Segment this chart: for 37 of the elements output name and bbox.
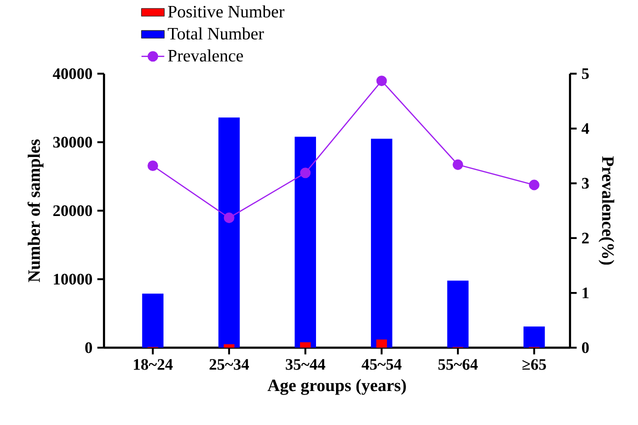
x-tick-label: 35~44 (286, 359, 326, 370)
bar (218, 118, 240, 348)
x-tick-label: 55~64 (438, 359, 478, 370)
bar (142, 294, 164, 348)
y2-tick-label: 4 (582, 123, 590, 134)
point (376, 76, 387, 86)
point (148, 160, 158, 172)
x-axis-title: Age groups (years) (268, 379, 406, 396)
bar (447, 280, 469, 348)
y2-tick-label: 0 (582, 342, 589, 354)
y-tick-label: 0 (85, 342, 92, 354)
y2-tick-label: 5 (582, 68, 589, 80)
point (528, 180, 540, 190)
x-tick-label: 25~34 (210, 359, 249, 370)
y-tick-label: 10000 (54, 274, 92, 285)
y-axis-title: Number of samples (28, 140, 44, 282)
x-tick-label: ≥65 (522, 359, 546, 370)
y2-tick-label: 3 (582, 178, 589, 189)
y-tick-label: 20000 (53, 205, 92, 216)
bar (523, 326, 545, 348)
point (452, 160, 464, 170)
y2-axis-title: Prevalence(%) (598, 156, 614, 265)
bar (294, 136, 316, 348)
y-tick-label: 30000 (53, 136, 92, 148)
bar (376, 340, 387, 348)
point (300, 168, 311, 178)
y2-tick-label: 2 (582, 232, 589, 244)
legend-label: Prevalence (168, 50, 243, 62)
point (224, 212, 234, 224)
legend-label: Positive Number (168, 5, 284, 18)
legend-label: Total Number (168, 27, 264, 40)
bar (370, 138, 392, 348)
x-tick-label: 45~54 (362, 359, 402, 370)
y2-tick-label: 1 (582, 288, 589, 298)
y-tick-label: 40000 (52, 68, 92, 80)
x-tick-label: 18~24 (134, 359, 173, 370)
bar (300, 342, 311, 348)
